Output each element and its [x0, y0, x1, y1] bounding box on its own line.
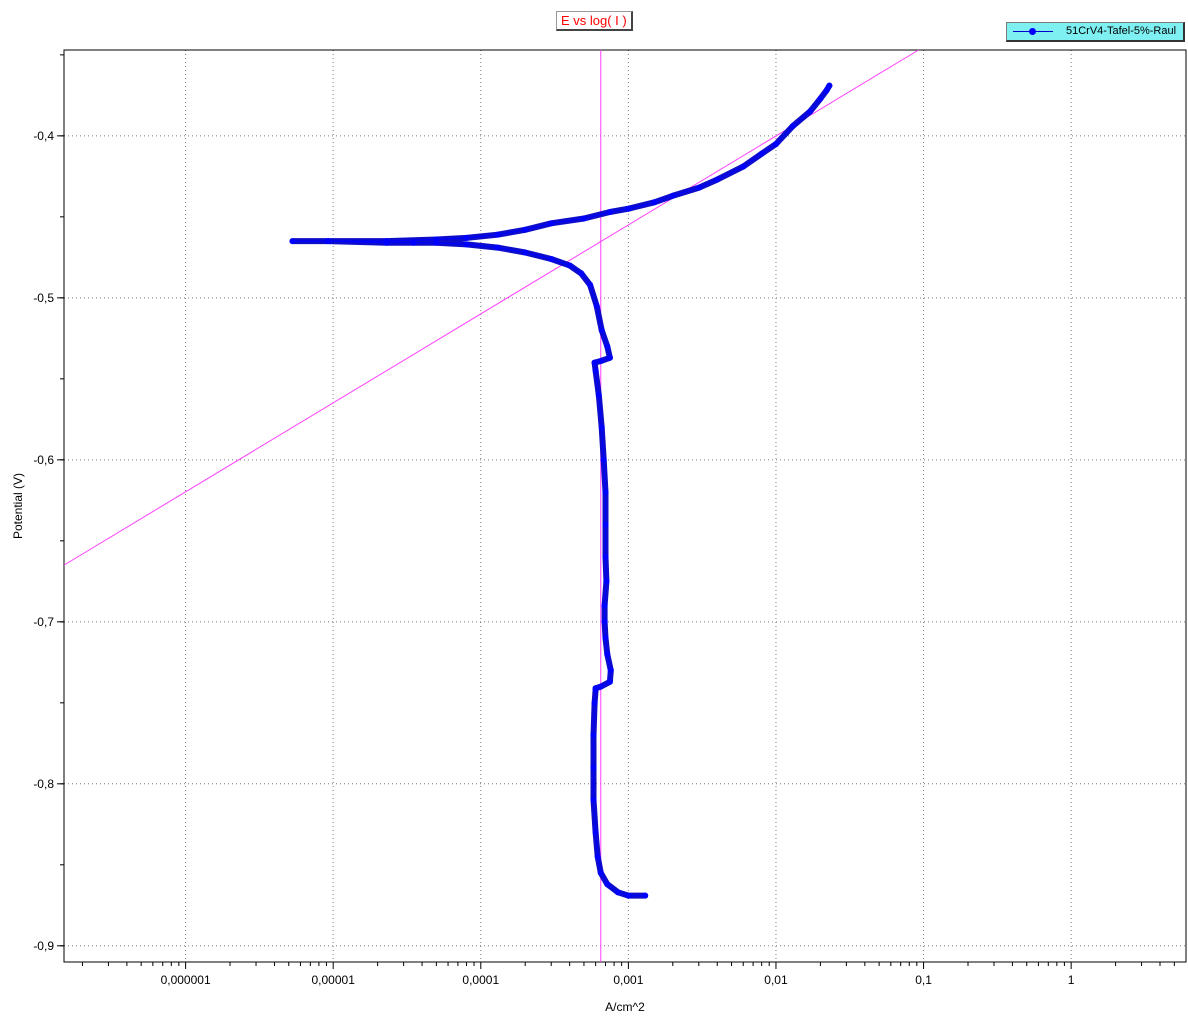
x-axis-label: A/cm^2: [605, 1000, 645, 1014]
data-point: [606, 678, 613, 685]
data-point: [590, 732, 597, 739]
y-axis-label: Potential (V): [11, 473, 25, 539]
y-tick-label: -0,7: [33, 615, 54, 629]
plot-frame: [63, 49, 1187, 963]
labels-layer: 0,000001 0,00001 0,0001 0,001 0,01 0,1 1 -0,4 -0…: [33, 129, 1074, 987]
data-point: [522, 249, 529, 256]
data-point: [463, 241, 470, 248]
y-tick-label: -0,8: [33, 777, 54, 791]
data-point: [625, 205, 632, 212]
data-point: [806, 108, 813, 115]
data-point: [580, 215, 587, 222]
y-tick-label: -0,9: [33, 939, 54, 953]
grid-layer: [64, 50, 1186, 962]
data-point: [642, 892, 649, 899]
data-point: [494, 231, 501, 238]
data-point: [714, 176, 721, 183]
data-point: [789, 123, 796, 130]
data-point: [606, 354, 613, 361]
x-tick-label: 0,00001: [311, 973, 355, 987]
data-point: [598, 424, 605, 431]
data-point: [740, 163, 747, 170]
series-layer: [289, 82, 833, 899]
data-point: [592, 829, 599, 836]
data-point: [598, 327, 605, 334]
data-point: [383, 238, 390, 245]
data-point: [595, 392, 602, 399]
data-point: [625, 892, 632, 899]
data-point: [602, 489, 609, 496]
data-point: [433, 236, 440, 243]
data-point: [614, 889, 621, 896]
data-point: [594, 853, 601, 860]
data-point: [600, 456, 607, 463]
data-point: [591, 699, 598, 706]
data-point: [602, 521, 609, 528]
data-point: [592, 367, 599, 374]
tafel-fit-line: [63, 49, 919, 566]
series-0-band: [289, 82, 833, 899]
x-tick-label: 0,01: [764, 973, 788, 987]
data-point: [758, 150, 765, 157]
data-point: [522, 226, 529, 233]
fit-lines-layer: [63, 49, 919, 962]
data-point: [602, 554, 609, 561]
data-point: [578, 270, 585, 277]
data-point: [772, 140, 779, 147]
x-tick-label: 1: [1068, 973, 1075, 987]
data-point: [826, 82, 833, 89]
y-tick-label: -0,6: [33, 453, 54, 467]
data-point: [601, 618, 608, 625]
data-point: [590, 764, 597, 771]
legend-label: 51CrV4-Tafel-5%-Raul: [1066, 25, 1177, 37]
data-point: [823, 87, 830, 94]
data-point: [289, 238, 296, 245]
data-point: [590, 797, 597, 804]
data-point: [602, 635, 609, 642]
chart-title: E vs log( I ): [556, 11, 633, 31]
data-point: [597, 683, 604, 690]
x-tick-label: 0,000001: [161, 973, 211, 987]
x-tick-label: 0,0001: [462, 973, 499, 987]
series-0-line: [292, 85, 830, 897]
data-point: [548, 255, 555, 262]
data-point: [494, 244, 501, 251]
data-point: [604, 651, 611, 658]
data-point: [410, 239, 417, 246]
data-point: [591, 359, 598, 366]
data-point: [324, 238, 331, 245]
data-point: [463, 234, 470, 241]
data-point: [669, 192, 676, 199]
data-point: [548, 220, 555, 227]
data-point: [597, 869, 604, 876]
data-point: [607, 667, 614, 674]
data-point: [817, 95, 824, 102]
data-point: [606, 208, 613, 215]
data-point: [603, 578, 610, 585]
data-point: [592, 685, 599, 692]
data-point: [601, 602, 608, 609]
y-tick-label: -0,5: [33, 291, 54, 305]
y-tick-label: -0,4: [33, 129, 54, 143]
data-point: [597, 358, 604, 365]
x-tick-label: 0,001: [613, 973, 643, 987]
legend-marker-swatch: [1029, 28, 1036, 35]
data-point: [593, 302, 600, 309]
data-point: [587, 281, 594, 288]
data-point: [604, 343, 611, 350]
data-point: [651, 199, 658, 206]
ticks-layer: [57, 54, 1175, 969]
x-tick-label: 0,1: [915, 973, 932, 987]
data-point: [695, 184, 702, 191]
data-point: [566, 262, 573, 269]
legend: 51CrV4-Tafel-5%-Raul: [1006, 22, 1185, 42]
data-point: [604, 881, 611, 888]
